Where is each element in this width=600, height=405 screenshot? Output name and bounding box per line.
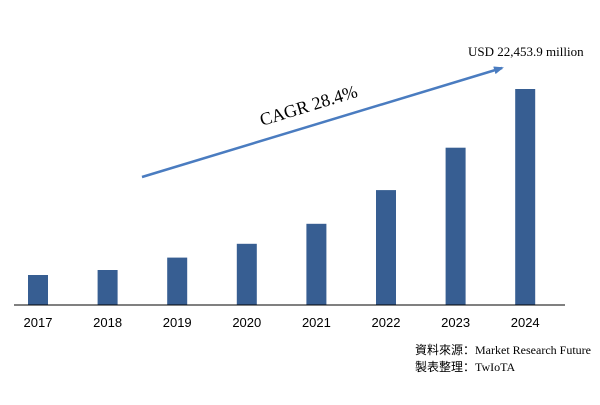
bar-2024 bbox=[515, 89, 536, 305]
x-tick-label-2022: 2022 bbox=[372, 315, 401, 330]
bar-2018 bbox=[97, 270, 118, 305]
bar-2019 bbox=[167, 257, 188, 305]
bar-2020 bbox=[236, 243, 257, 305]
compiled-by-label: 製表整理： bbox=[415, 360, 476, 374]
bar-2023 bbox=[445, 147, 466, 305]
x-tick-label-2017: 2017 bbox=[24, 315, 53, 330]
source-value: Market Research Future bbox=[475, 343, 591, 357]
x-tick-label-2023: 2023 bbox=[441, 315, 470, 330]
bar-2017 bbox=[28, 275, 48, 305]
bars-group bbox=[28, 89, 536, 305]
final-value-label: USD 22,453.9 million bbox=[468, 44, 584, 59]
x-tick-label-2020: 2020 bbox=[232, 315, 261, 330]
bar-2022 bbox=[376, 190, 396, 305]
source-line: 資料來源：Market Research Future bbox=[415, 341, 591, 358]
compiled-by-value: TwIoTA bbox=[475, 360, 516, 374]
x-tick-label-2019: 2019 bbox=[163, 315, 192, 330]
source-label: 資料來源： bbox=[415, 343, 476, 357]
bar-2021 bbox=[306, 223, 327, 305]
cagr-label: CAGR 28.4% bbox=[257, 81, 359, 130]
compiled-by-line: 製表整理：TwIoTA bbox=[415, 358, 515, 375]
x-tick-label-2018: 2018 bbox=[93, 315, 122, 330]
x-tick-label-2024: 2024 bbox=[511, 315, 540, 330]
cagr-arrow bbox=[141, 66, 504, 179]
x-tick-labels: 2017 2018 2019 2020 2021 2022 2023 2024 bbox=[24, 315, 540, 330]
x-tick-label-2021: 2021 bbox=[302, 315, 331, 330]
